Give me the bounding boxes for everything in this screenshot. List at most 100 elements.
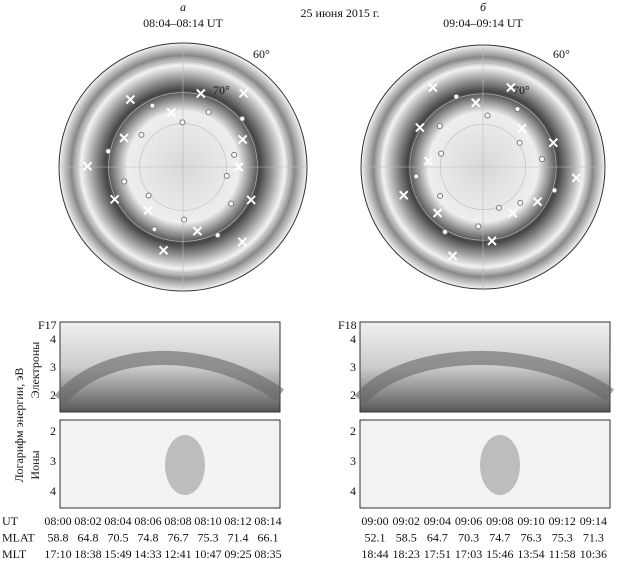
mlat-value: 75.3 [552, 530, 573, 544]
x-marker [125, 94, 136, 105]
x-marker [507, 208, 518, 218]
row-label: MLAT [2, 530, 35, 544]
ion-blob [480, 435, 520, 495]
mlt-value: 18:23 [393, 547, 420, 561]
mlat-value: 58.8 [48, 530, 69, 544]
dot-marker [551, 187, 558, 194]
x-marker [82, 161, 93, 171]
mlt-value: 14:33 [134, 547, 161, 561]
dot-marker [517, 199, 524, 206]
y-label: Логарифм энергии, эВ [12, 368, 26, 483]
x-marker [143, 205, 153, 216]
x-marker [109, 194, 120, 205]
electron-tick: 4 [50, 332, 56, 346]
dot-marker [181, 216, 188, 223]
electron-band [54, 350, 284, 405]
ion-tick: 2 [350, 424, 356, 438]
mlt-value: 08:35 [254, 547, 281, 561]
dot-marker [514, 106, 521, 113]
ion-tick: 3 [350, 454, 356, 468]
dot-marker [436, 123, 443, 130]
lat-label: 60° [253, 47, 270, 61]
mlt-value: 18:44 [361, 547, 388, 561]
dot-marker [151, 226, 158, 233]
ut-value: 08:10 [194, 514, 221, 528]
ion-tick: 4 [350, 484, 356, 498]
x-marker [237, 134, 248, 145]
dot-marker [437, 192, 444, 199]
mlt-value: 18:38 [74, 547, 101, 561]
mlat-value: 71.4 [228, 530, 249, 544]
x-marker [471, 98, 481, 108]
dot-marker [413, 173, 420, 180]
x-marker [447, 251, 458, 261]
dot-marker [231, 151, 238, 158]
x-marker [237, 237, 248, 247]
x-marker [571, 173, 582, 183]
electrons-label: Электроны [28, 342, 42, 399]
mlat-value: 71.3 [583, 530, 604, 544]
satellite: F17 [38, 318, 57, 332]
mlt-value: 10:47 [194, 547, 221, 561]
x-marker [517, 123, 527, 133]
dot-marker [516, 139, 523, 146]
ut-value: 08:04 [104, 514, 131, 528]
electron-tick: 2 [350, 388, 356, 402]
ion-blob [165, 435, 205, 495]
mlt-value: 17:51 [424, 547, 451, 561]
x-marker [532, 197, 543, 207]
dot-marker [495, 204, 502, 211]
dot-marker [138, 131, 145, 138]
ut-value: 08:12 [224, 514, 251, 528]
dot-marker [438, 150, 445, 157]
x-marker [428, 82, 438, 93]
x-marker [246, 195, 256, 205]
ut-value: 09:06 [455, 514, 482, 528]
lat-label: 60° [553, 47, 570, 61]
x-marker [548, 137, 559, 148]
ut-value: 08:06 [134, 514, 161, 528]
mlat-value: 52.1 [365, 530, 386, 544]
mlat-value: 58.5 [396, 530, 417, 544]
dot-marker [149, 102, 156, 109]
mlat-value: 75.3 [198, 530, 219, 544]
ut-value: 09:02 [393, 514, 420, 528]
x-marker [415, 122, 425, 133]
ut-value: 09:14 [580, 514, 607, 528]
panel-time: 09:04–09:14 UT [443, 16, 523, 30]
x-marker [398, 190, 409, 200]
row-label: MLT [2, 547, 27, 561]
mlat-value: 74.8 [138, 530, 159, 544]
electron-tick: 4 [350, 332, 356, 346]
dot-marker [205, 109, 212, 116]
dot-marker [223, 172, 230, 179]
dot-marker [214, 232, 221, 239]
x-marker [487, 236, 497, 246]
ion-tick: 3 [50, 454, 56, 468]
mlat-value: 70.3 [458, 530, 479, 544]
panel-time: 08:04–08:14 UT [143, 16, 223, 30]
mlt-value: 17:03 [455, 547, 482, 561]
lat-label: 70° [213, 83, 230, 97]
mlt-value: 17:10 [44, 547, 71, 561]
electron-tick: 3 [50, 360, 56, 374]
satellite: F18 [338, 318, 357, 332]
mlt-value: 11:58 [549, 547, 576, 561]
dot-marker [475, 223, 482, 230]
x-marker [119, 133, 129, 143]
mlat-value: 74.7 [489, 530, 510, 544]
dot-marker [105, 148, 112, 155]
dot-marker [484, 112, 491, 119]
x-marker [238, 88, 249, 98]
electron-band [354, 350, 614, 405]
dot-marker [145, 192, 152, 199]
dot-marker [239, 115, 246, 122]
x-marker [196, 88, 206, 99]
x-marker [158, 245, 169, 256]
ut-value: 09:12 [549, 514, 576, 528]
dot-marker [442, 228, 449, 235]
x-marker [432, 208, 443, 218]
mlat-value: 76.7 [168, 530, 189, 544]
